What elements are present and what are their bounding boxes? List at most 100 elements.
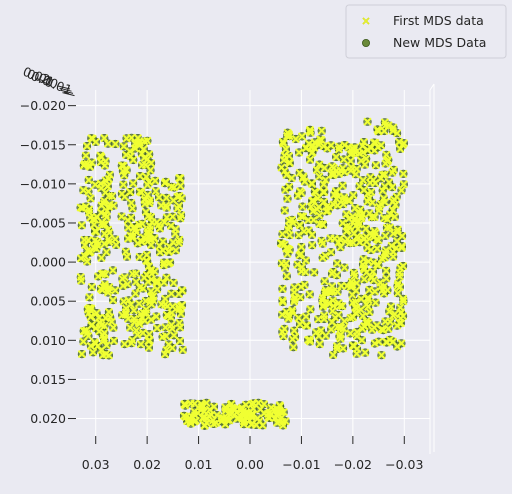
point-first-mds <box>121 304 131 313</box>
x-marker-stroke <box>101 188 110 197</box>
point-first-mds <box>308 197 318 206</box>
x-marker-stroke <box>376 141 386 150</box>
point-first-mds <box>333 259 342 268</box>
point-first-mds <box>198 413 207 422</box>
x-marker-stroke <box>162 203 171 212</box>
point-first-mds <box>382 266 391 275</box>
point-first-mds <box>77 349 86 359</box>
point-first-mds <box>142 250 151 259</box>
point-first-mds <box>78 204 87 213</box>
x-marker-stroke <box>87 320 97 330</box>
point-first-mds <box>278 229 287 239</box>
point-first-mds <box>379 194 388 203</box>
x-marker-stroke <box>150 267 159 276</box>
x-marker-stroke <box>307 230 317 239</box>
x-marker-stroke <box>336 334 345 343</box>
x-marker-stroke <box>132 277 141 286</box>
point-first-mds <box>289 218 298 228</box>
x-marker-stroke <box>397 186 406 195</box>
x-marker-stroke <box>88 348 98 357</box>
x-marker-stroke <box>296 187 305 196</box>
x-marker-stroke <box>175 173 184 183</box>
x-marker-stroke <box>338 218 347 228</box>
point-first-mds <box>359 138 368 147</box>
point-first-mds <box>390 212 399 221</box>
point-first-mds <box>174 303 183 312</box>
x-marker-stroke <box>97 201 106 210</box>
x-marker-stroke <box>146 212 156 222</box>
point-first-mds <box>239 420 248 429</box>
point-first-mds <box>342 222 352 231</box>
x-marker-stroke <box>117 161 126 170</box>
point-first-mds <box>125 147 135 156</box>
x-marker-stroke <box>127 339 136 348</box>
x-marker-stroke <box>151 176 160 185</box>
x-marker-stroke <box>84 208 94 217</box>
x-marker-stroke <box>280 166 289 175</box>
point-first-mds <box>359 148 368 157</box>
x-marker-stroke <box>296 212 306 221</box>
point-first-mds <box>84 331 93 341</box>
point-first-mds <box>335 234 344 244</box>
x-marker-stroke <box>359 185 369 195</box>
point-first-mds <box>96 158 105 167</box>
x-marker-stroke <box>272 418 282 427</box>
x-marker-stroke <box>315 160 324 169</box>
x-marker-stroke <box>260 409 269 418</box>
point-first-mds <box>223 416 232 425</box>
x-marker-stroke <box>284 314 293 323</box>
x-marker-stroke <box>169 278 178 288</box>
point-first-mds <box>295 251 304 260</box>
x-marker-stroke <box>141 160 150 170</box>
point-first-mds <box>122 134 131 143</box>
point-first-mds <box>161 323 170 332</box>
point-first-mds <box>128 231 137 241</box>
x-marker-stroke <box>376 278 385 287</box>
x-marker-stroke <box>236 412 245 421</box>
x-marker-stroke <box>339 199 348 209</box>
point-first-mds <box>86 312 95 322</box>
point-first-mds <box>380 126 389 136</box>
point-first-mds <box>108 296 118 305</box>
point-first-mds <box>363 145 372 155</box>
x-marker-stroke <box>305 290 314 299</box>
x-marker-stroke <box>354 220 364 229</box>
x-marker-stroke <box>141 207 151 217</box>
point-first-mds <box>202 398 211 408</box>
point-first-mds <box>290 326 299 335</box>
point-first-mds <box>312 165 321 175</box>
point-first-mds <box>285 158 294 167</box>
point-first-mds <box>364 295 373 304</box>
x-marker-stroke <box>390 195 399 204</box>
point-first-mds <box>280 324 289 334</box>
x-marker-stroke <box>313 194 323 203</box>
x-marker-stroke <box>173 204 182 213</box>
x-tick-label: 0.02 <box>133 457 161 472</box>
point-first-mds <box>317 126 326 135</box>
point-first-mds <box>362 319 371 328</box>
point-first-mds <box>376 278 385 287</box>
point-first-mds <box>135 319 144 329</box>
x-marker-stroke <box>168 212 177 221</box>
x-marker-stroke <box>226 410 235 419</box>
x-marker-stroke <box>108 296 118 305</box>
x-marker-stroke <box>135 283 144 292</box>
x-marker-stroke <box>164 247 174 257</box>
x-marker-stroke <box>159 261 168 270</box>
x-marker-stroke <box>175 323 185 332</box>
point-first-mds <box>295 320 305 329</box>
point-first-mds <box>298 202 307 211</box>
x-marker-stroke <box>359 255 368 264</box>
point-first-mds <box>346 329 355 338</box>
point-first-mds <box>143 212 153 221</box>
point-first-mds <box>357 336 367 345</box>
point-first-mds <box>134 220 144 229</box>
x-marker-stroke <box>399 169 408 178</box>
point-first-mds <box>305 290 314 299</box>
x-marker-stroke <box>380 214 389 223</box>
x-marker-stroke <box>300 280 309 289</box>
x-marker-stroke <box>135 319 144 329</box>
x-marker-stroke <box>176 309 185 318</box>
point-first-mds <box>381 231 390 240</box>
x-marker-stroke <box>319 180 328 189</box>
